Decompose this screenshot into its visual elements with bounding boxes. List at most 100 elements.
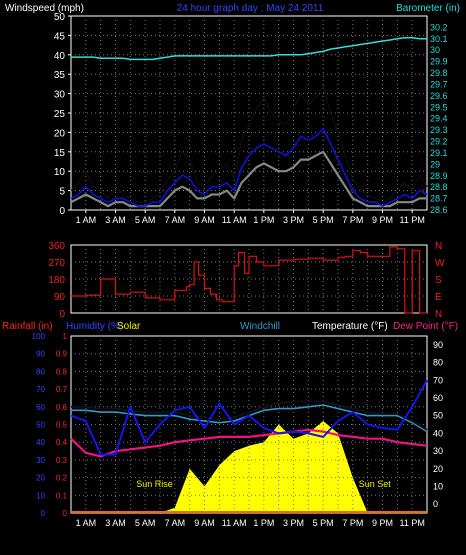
humidity-series-line (70, 379, 428, 456)
direction-panel-frame (70, 244, 428, 314)
rainfall-y-tick-label: 1 (63, 332, 68, 341)
wind-y-tick-label: 35 (54, 70, 66, 81)
barometer-y-tick-label: 29.3 (430, 125, 448, 135)
temperature-y-tick-label: 90 (433, 340, 443, 350)
compass-tick-label: S (435, 275, 442, 286)
barometer-y-tick-label: 29.2 (430, 137, 448, 147)
humidity-y-tick-label: 60 (36, 403, 45, 412)
temperature-label: Temperature (°F) (312, 321, 388, 332)
barometer-y-tick-label: 28.8 (430, 182, 448, 192)
x-tick-label: 3 AM (105, 518, 126, 528)
x-tick-label: 11 AM (222, 518, 247, 528)
humidity-y-tick-label: 10 (36, 491, 45, 500)
x-tick-label: 9 AM (194, 518, 215, 528)
humidity-y-tick-label: 40 (36, 438, 45, 447)
temperature-y-tick-label: 20 (433, 464, 443, 474)
wind-y-tick-label: 50 (54, 12, 66, 23)
x-tick-label: 3 PM (283, 518, 304, 528)
humidity-y-tick-label: 20 (36, 474, 45, 483)
x-tick-label: 9 PM (372, 215, 393, 225)
compass-tick-label: W (435, 258, 445, 269)
barometer-y-tick-label: 29.4 (430, 114, 448, 124)
x-tick-label: 11 PM (399, 518, 424, 528)
rainfall-y-tick-label: 0.7 (56, 385, 68, 394)
x-tick-label: 1 PM (253, 215, 274, 225)
rainfall-y-tick-label: 0.5 (56, 421, 68, 430)
x-tick-label: 5 AM (135, 215, 156, 225)
barometer-y-tick-label: 28.9 (430, 171, 448, 181)
humidity-y-tick-label: 90 (36, 350, 45, 359)
humidity-y-tick-label: 50 (36, 421, 45, 430)
solar-label: Solar (117, 321, 141, 332)
x-tick-label: 3 AM (105, 215, 126, 225)
barometer-y-tick-label: 28.6 (430, 205, 448, 215)
x-tick-label: 1 AM (76, 518, 97, 528)
barometer-y-tick-label: 28.7 (430, 194, 448, 204)
x-tick-label: 3 PM (283, 215, 304, 225)
x-tick-label: 5 PM (313, 518, 334, 528)
windspeed-axis-label: Windspeed (mph) (5, 3, 84, 14)
barometer-y-tick-label: 29.6 (430, 91, 448, 101)
temperature-y-tick-label: 60 (433, 393, 443, 403)
temperature-y-tick-label: 50 (433, 411, 443, 421)
windspeed-series-line (70, 127, 428, 207)
wind-y-tick-label: 20 (54, 128, 66, 139)
wind-direction-series-line (71, 246, 427, 314)
wind-y-tick-label: 40 (54, 51, 66, 62)
rainfall-y-tick-label: 0.2 (56, 474, 68, 483)
x-tick-label: 11 AM (222, 215, 247, 225)
barometer-y-tick-label: 29.5 (430, 102, 448, 112)
barometer-y-tick-label: 29.9 (430, 57, 448, 67)
barometer-y-tick-label: 30.2 (430, 22, 448, 32)
barometer-axis-label: Barometer (in) (396, 3, 460, 14)
wind-y-tick-label: 10 (54, 167, 66, 178)
temperature-y-tick-label: 30 (433, 446, 443, 456)
humidity-y-tick-label: 80 (36, 367, 45, 376)
direction-y-tick-label: 360 (48, 241, 65, 252)
barometer-y-tick-label: 30.1 (430, 34, 448, 44)
dewpoint-label: Dew Point (°F) (393, 321, 458, 332)
barometer-y-tick-label: 29 (430, 159, 440, 169)
sunset-annotation: Sun Set (359, 479, 392, 489)
temperature-y-tick-label: 40 (433, 428, 443, 438)
wind-average-series-line (70, 150, 427, 208)
direction-y-tick-label: 90 (54, 292, 66, 303)
x-tick-label: 7 AM (165, 518, 186, 528)
x-tick-label: 7 PM (342, 215, 363, 225)
humidity-y-tick-label: 70 (36, 385, 45, 394)
direction-y-tick-label: 0 (59, 309, 65, 320)
x-tick-label: 11 PM (399, 215, 424, 225)
wind-y-tick-label: 25 (54, 109, 66, 120)
temperature-y-tick-label: 0 (433, 499, 438, 509)
wind-y-tick-label: 15 (54, 148, 66, 159)
dewpoint-series-line (70, 428, 428, 458)
barometer-y-tick-label: 30 (430, 45, 440, 55)
compass-tick-label: E (435, 292, 442, 303)
rainfall-y-tick-label: 0.4 (56, 438, 68, 447)
rainfall-y-tick-label: 0 (63, 509, 68, 518)
temperature-y-tick-label: 10 (433, 481, 443, 491)
x-tick-label: 7 AM (165, 215, 186, 225)
wind-y-tick-label: 30 (54, 90, 66, 101)
wind-y-tick-label: 5 (59, 187, 65, 198)
x-tick-label: 1 PM (253, 518, 274, 528)
temperature-y-tick-label: 70 (433, 375, 443, 385)
rainfall-y-tick-label: 0.6 (56, 403, 68, 412)
compass-tick-label: N (435, 309, 442, 320)
temperature-y-tick-label: 80 (433, 358, 443, 368)
humidity-y-tick-label: 30 (36, 456, 45, 465)
barometer-series-line (71, 36, 427, 61)
gust-series-outline (70, 85, 428, 203)
humidity-label: Humidity (%) (66, 321, 123, 332)
rainfall-y-tick-label: 0.9 (56, 350, 68, 359)
rainfall-y-tick-label: 0.8 (56, 367, 68, 376)
wind-y-tick-label: 45 (54, 31, 66, 42)
rainfall-y-tick-label: 0.1 (56, 491, 68, 500)
barometer-y-tick-label: 29.8 (430, 68, 448, 78)
x-tick-label: 5 AM (135, 518, 156, 528)
x-tick-label: 7 PM (342, 518, 363, 528)
x-tick-label: 9 PM (372, 518, 393, 528)
barometer-y-tick-label: 29.7 (430, 79, 448, 89)
